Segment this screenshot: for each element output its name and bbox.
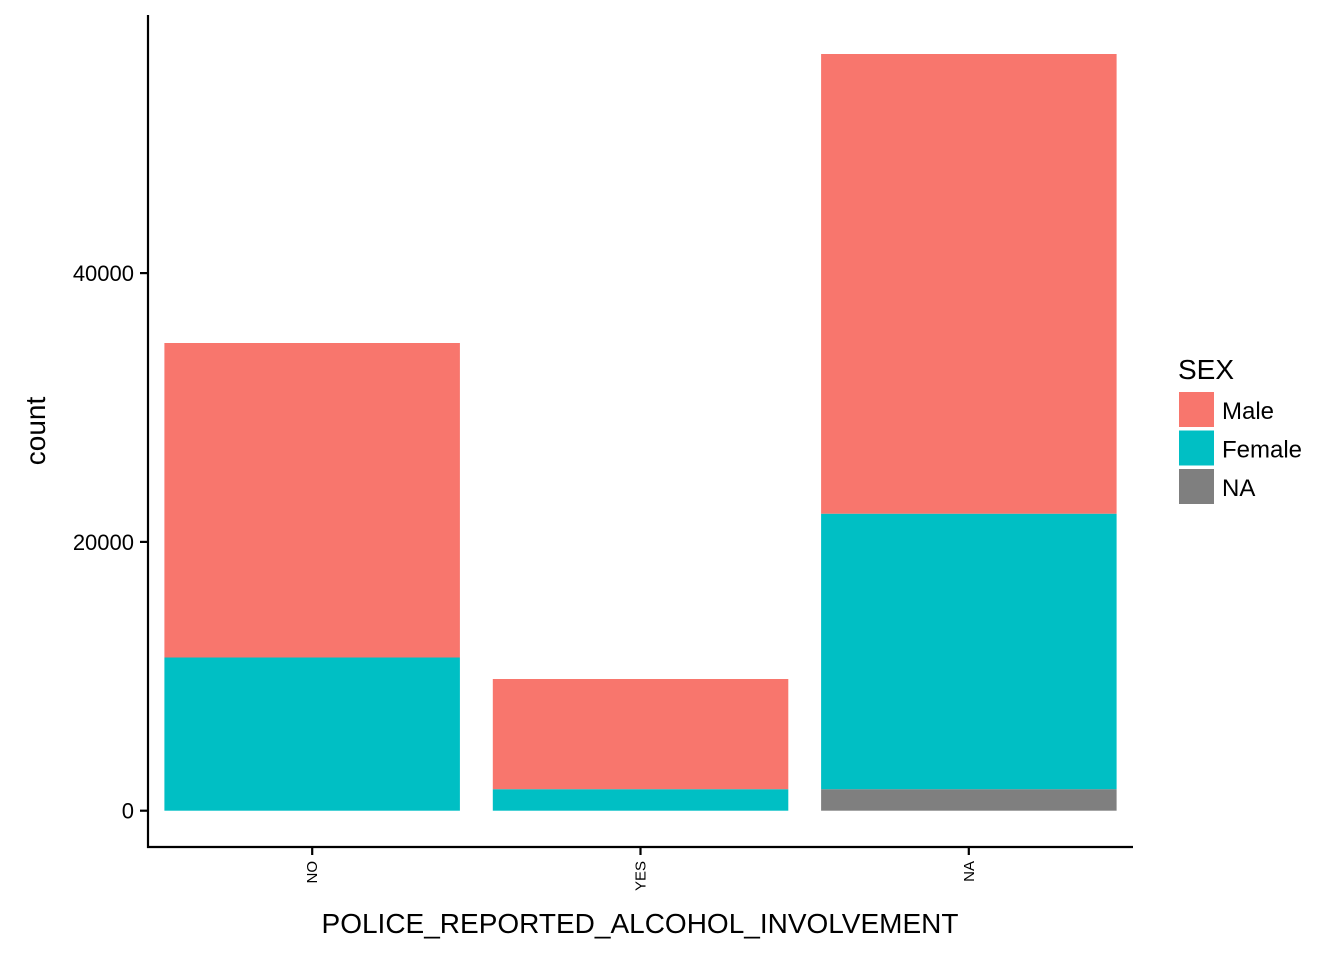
bar-yes-female — [492, 789, 789, 811]
legend-swatch-female — [1179, 430, 1214, 466]
bar-no-female — [164, 657, 460, 811]
legend-swatch-na — [1179, 469, 1214, 504]
legend-label-female: Female — [1222, 437, 1302, 464]
x-tick-label-na: NA — [961, 861, 978, 882]
legend: SEX Male Female NA — [1178, 354, 1302, 504]
x-ticks-group: NO YES NA — [304, 847, 978, 891]
x-tick-label-no: NO — [304, 861, 321, 884]
legend-title: SEX — [1178, 354, 1234, 385]
x-tick-label-yes: YES — [633, 861, 650, 891]
bar-yes-male — [492, 679, 789, 790]
y-tick-label: 40000 — [73, 261, 134, 286]
bars-group — [164, 54, 1117, 811]
y-axis-title: count — [20, 397, 51, 466]
bar-na-female — [821, 513, 1117, 790]
legend-label-na: NA — [1222, 475, 1255, 502]
x-axis-title: POLICE_REPORTED_ALCOHOL_INVOLVEMENT — [322, 908, 959, 939]
bar-na-male — [821, 54, 1117, 514]
legend-swatch-male — [1179, 392, 1214, 427]
bar-na-na — [821, 789, 1117, 811]
legend-label-male: Male — [1222, 398, 1274, 425]
y-tick-label: 0 — [122, 799, 134, 824]
y-ticks-group: 0 20000 40000 — [73, 261, 148, 824]
y-tick-label: 20000 — [73, 530, 134, 555]
bar-no-male — [164, 343, 460, 658]
